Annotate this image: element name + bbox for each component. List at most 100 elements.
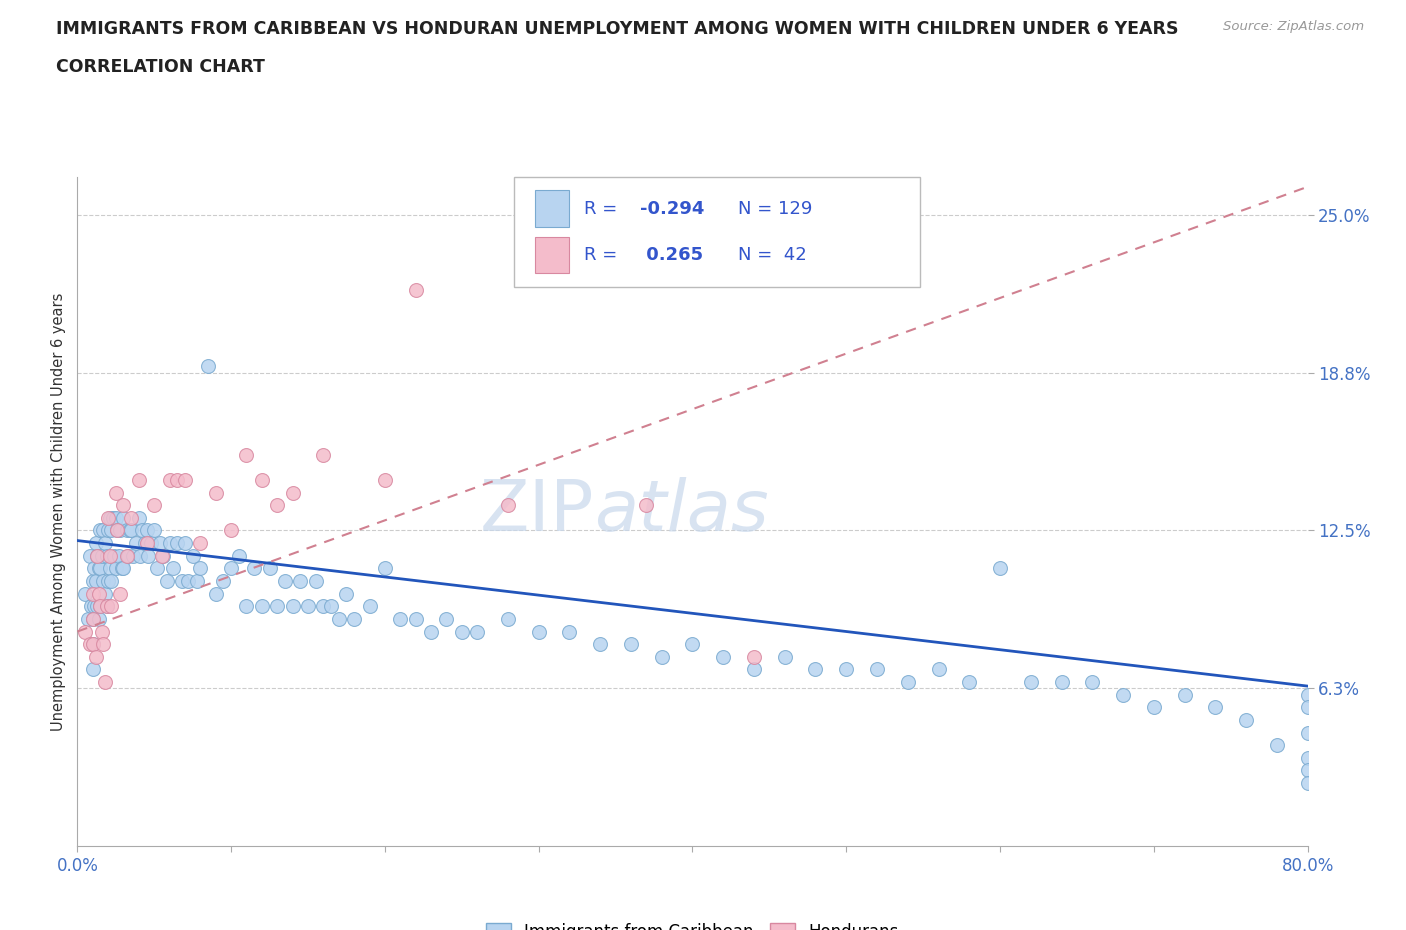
Point	[96, 549, 118, 564]
Point	[374, 472, 396, 487]
Point	[1265, 737, 1288, 752]
Point	[87, 611, 110, 626]
Point	[170, 574, 193, 589]
Point	[125, 536, 148, 551]
Point	[104, 511, 127, 525]
Point	[742, 662, 765, 677]
Point	[110, 523, 132, 538]
Point	[128, 511, 150, 525]
Point	[281, 599, 304, 614]
Point	[166, 536, 188, 551]
Point	[96, 599, 118, 614]
Point	[389, 611, 412, 626]
Point	[204, 485, 226, 500]
Point	[928, 662, 950, 677]
Point	[82, 611, 104, 626]
Text: CORRELATION CHART: CORRELATION CHART	[56, 58, 266, 75]
Point	[235, 599, 257, 614]
Point	[219, 523, 242, 538]
Point	[90, 624, 114, 639]
Point	[711, 649, 734, 664]
Point	[405, 611, 427, 626]
Point	[328, 611, 350, 626]
Text: R =: R =	[585, 200, 623, 218]
Point	[155, 574, 177, 589]
Point	[100, 599, 122, 614]
FancyBboxPatch shape	[536, 237, 569, 273]
Point	[159, 536, 181, 551]
Point	[110, 586, 132, 601]
Point	[1296, 700, 1319, 715]
Point	[86, 549, 108, 564]
Point	[281, 485, 304, 500]
Point	[82, 574, 104, 589]
Text: N =  42: N = 42	[738, 246, 807, 264]
Point	[103, 549, 125, 564]
Point	[111, 561, 134, 576]
Point	[90, 549, 114, 564]
Point	[101, 511, 124, 525]
Point	[82, 637, 104, 652]
Point	[1296, 725, 1319, 740]
Point	[250, 472, 273, 487]
Point	[143, 498, 166, 512]
Point	[305, 574, 328, 589]
Text: ZIP: ZIP	[479, 477, 595, 546]
Point	[77, 611, 100, 626]
Text: Source: ZipAtlas.com: Source: ZipAtlas.com	[1223, 20, 1364, 33]
Point	[159, 472, 181, 487]
Point	[121, 549, 143, 564]
Point	[297, 599, 319, 614]
Point	[79, 637, 101, 652]
Point	[150, 549, 173, 564]
Text: N = 129: N = 129	[738, 200, 813, 218]
Point	[80, 599, 103, 614]
Point	[108, 549, 131, 564]
Point	[742, 649, 765, 664]
Point	[105, 523, 128, 538]
Point	[86, 599, 108, 614]
Point	[143, 523, 166, 538]
Point	[1204, 700, 1226, 715]
Point	[82, 662, 104, 677]
Point	[496, 498, 519, 512]
Point	[250, 599, 273, 614]
Point	[219, 561, 242, 576]
Point	[136, 549, 159, 564]
Point	[259, 561, 281, 576]
Point	[235, 447, 257, 462]
Point	[1050, 674, 1073, 689]
Point	[73, 586, 96, 601]
Point	[266, 498, 288, 512]
Point	[149, 536, 172, 551]
Point	[82, 637, 104, 652]
Point	[131, 523, 153, 538]
Y-axis label: Unemployment Among Women with Children Under 6 years: Unemployment Among Women with Children U…	[51, 292, 66, 731]
Point	[266, 599, 288, 614]
Point	[835, 662, 858, 677]
Point	[115, 523, 138, 538]
Point	[89, 523, 111, 538]
Point	[450, 624, 472, 639]
Text: R =: R =	[585, 246, 623, 264]
Point	[682, 637, 704, 652]
Point	[83, 561, 105, 576]
FancyBboxPatch shape	[536, 191, 569, 227]
Point	[141, 536, 163, 551]
Point	[274, 574, 297, 589]
Point	[181, 549, 204, 564]
Point	[89, 599, 111, 614]
Point	[312, 599, 335, 614]
Point	[86, 549, 108, 564]
Point	[82, 611, 104, 626]
Point	[112, 498, 135, 512]
Point	[290, 574, 312, 589]
Point	[162, 561, 184, 576]
Point	[100, 574, 122, 589]
Point	[104, 561, 127, 576]
Point	[84, 649, 107, 664]
Point	[79, 549, 101, 564]
Point	[988, 561, 1011, 576]
Point	[773, 649, 796, 664]
Point	[115, 549, 138, 564]
